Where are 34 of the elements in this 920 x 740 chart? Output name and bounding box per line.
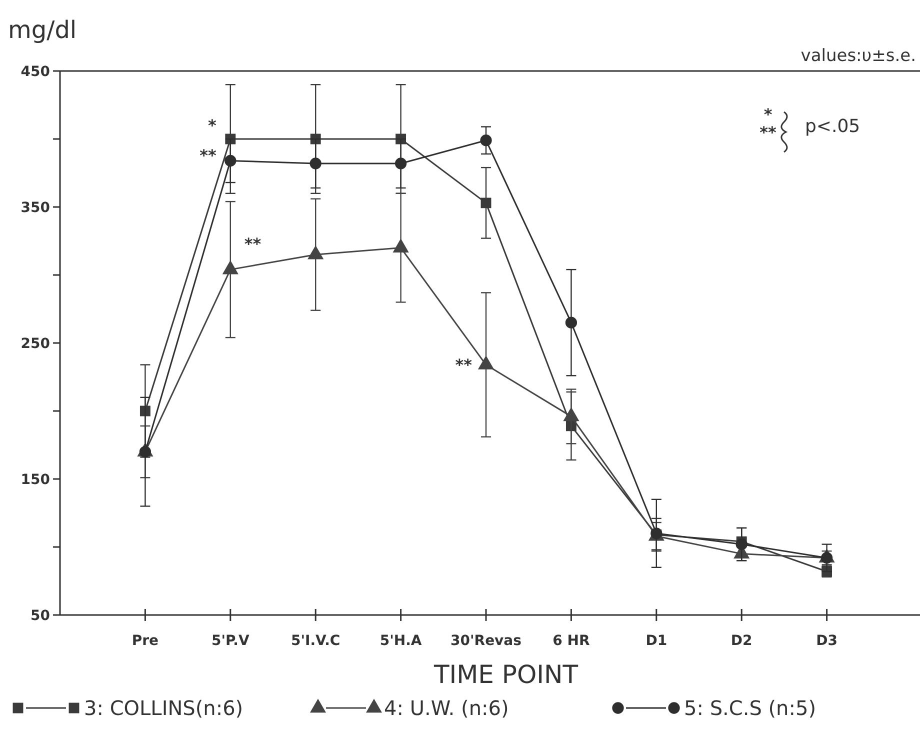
y-tick-label: 250 xyxy=(20,336,50,352)
x-tick-label: 5'I.V.C xyxy=(291,633,340,649)
x-tick-label: Pre xyxy=(132,633,159,649)
y-tick-label: 50 xyxy=(30,608,50,624)
annotation: ** xyxy=(455,355,473,374)
point xyxy=(480,198,492,208)
x-tick-label: 5'P.V xyxy=(211,633,250,649)
y-tick-label: 150 xyxy=(20,472,50,488)
x-tick-label: 30'Revas xyxy=(450,633,522,649)
y-tick-label: 350 xyxy=(20,200,50,216)
annotation: * xyxy=(208,116,218,135)
x-tick-label: D1 xyxy=(646,633,668,649)
legend-label: 5: S.C.S (n:5) xyxy=(684,696,816,720)
annotation: ** xyxy=(760,123,777,142)
x-tick-label: 5'H.A xyxy=(380,633,422,649)
point xyxy=(480,134,492,146)
x-tick-label: 6 HR xyxy=(552,633,590,649)
annotation: ** xyxy=(200,146,218,165)
y-axis-title: mg/dl xyxy=(8,16,77,44)
annotation: ** xyxy=(244,234,262,254)
annotation: * xyxy=(764,105,773,124)
point xyxy=(565,316,578,328)
legend-label: 4: U.W. (n:6) xyxy=(384,696,509,720)
x-axis-title: TIME POINT xyxy=(432,660,579,689)
point xyxy=(394,158,407,170)
point xyxy=(224,154,236,167)
x-tick-label: D3 xyxy=(816,633,838,649)
x-tick-label: D2 xyxy=(730,633,752,649)
point xyxy=(310,158,322,170)
annotation: p<.05 xyxy=(805,116,860,137)
point xyxy=(736,538,748,550)
y-tick-label: 450 xyxy=(20,64,50,80)
legend-label: 3: COLLINS(n:6) xyxy=(84,696,244,720)
text: values:υ±s.e. xyxy=(800,46,916,66)
